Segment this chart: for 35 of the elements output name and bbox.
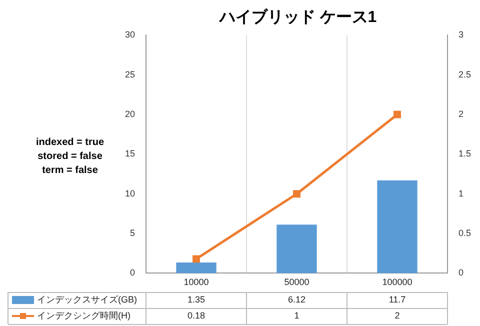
y-tick-label: 0 (130, 268, 136, 278)
point (192, 255, 200, 263)
y-tick-label: 5 (130, 228, 136, 238)
text: indexed = true (36, 136, 104, 148)
data-label: 11.7 (388, 294, 406, 304)
y2-tick-label: 0 (458, 268, 464, 278)
data-label: 6.12 (288, 294, 306, 304)
chart-title: ハイブリッド ケース1 (218, 8, 377, 26)
y2-tick-label: 2.5 (458, 69, 472, 80)
y2-tick-label: 3 (458, 30, 464, 40)
y-tick-label: 25 (124, 69, 136, 80)
y-tick-label: 20 (124, 109, 136, 120)
data-label: 1.35 (187, 294, 206, 304)
y-tick-label: 10 (124, 188, 136, 198)
legend-label: インデクシング時間(H) (37, 310, 130, 320)
x-tick-label: 100000 (382, 277, 412, 288)
x-tick-label: 50000 (284, 277, 310, 288)
data-label: 2 (394, 310, 400, 320)
x-tick-label: 10000 (184, 277, 209, 288)
y2-tick-label: 2 (458, 109, 464, 120)
bar (276, 224, 317, 274)
y-tick-label: 15 (124, 148, 136, 159)
data-label: 1 (294, 310, 300, 320)
point (394, 110, 401, 118)
y2-tick-label: 1.5 (458, 148, 472, 159)
legend-label: インデックスサイズ(GB) (37, 294, 137, 304)
y2-tick-label: 1 (458, 188, 464, 198)
data-label: 0.18 (187, 310, 206, 320)
point (293, 190, 300, 198)
text: stored = false (38, 150, 103, 162)
bar (176, 262, 216, 274)
y2-tick-label: 0.5 (458, 228, 472, 238)
text: term = false (42, 164, 98, 176)
bar (377, 180, 418, 274)
y-tick-label: 30 (124, 30, 136, 40)
